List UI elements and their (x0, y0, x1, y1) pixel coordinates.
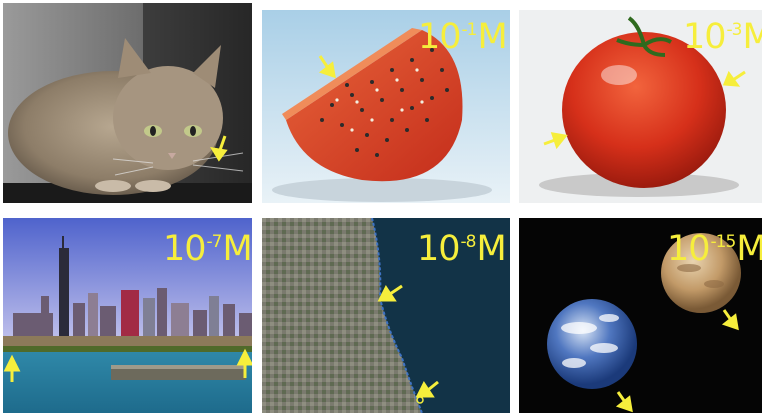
scale-label-base: 10 (418, 17, 462, 57)
scale-label-unit: M (742, 17, 762, 57)
scale-label: 10-8M (417, 229, 507, 269)
scale-label-unit: M (477, 17, 508, 57)
cat-photo-panel (3, 3, 252, 203)
chicago-satellite-photo-panel: 10-8M (262, 218, 510, 413)
tomato-slice-photo (262, 10, 510, 203)
chicago-skyline-photo (3, 218, 252, 413)
scale-label-unit: M (222, 229, 253, 269)
scale-label-unit: M (476, 229, 507, 269)
scale-label: 10-1M (418, 17, 508, 57)
scale-label-exponent: -7 (206, 232, 223, 252)
earth-and-mars-photo-panel: 10-15M (519, 218, 762, 413)
chicago-skyline-photo-panel: 10-7M (3, 218, 252, 413)
scale-label-base: 10 (163, 229, 207, 269)
scale-label-exponent: -15 (710, 232, 737, 252)
scale-label-base: 10 (667, 229, 711, 269)
tomato-photo (519, 10, 762, 203)
scale-label-base: 10 (417, 229, 461, 269)
tomato-photo-panel: 10-3M (519, 10, 762, 203)
scale-label-base: 10 (683, 17, 727, 57)
scale-label: 10-7M (163, 232, 252, 267)
tomato-slice-photo-panel: 10-1M (262, 10, 510, 203)
earth-and-mars-photo (519, 218, 762, 413)
scale-label-exponent: -8 (460, 232, 477, 252)
scale-label: 10-3M (683, 20, 762, 55)
scale-label-unit: M (736, 229, 762, 269)
cat-photo (3, 3, 252, 203)
scale-label: 10-15M (667, 232, 762, 267)
scale-label-exponent: -1 (461, 20, 478, 40)
scale-label-exponent: -3 (726, 20, 743, 40)
seed-dots (320, 48, 449, 157)
chicago-satellite-photo (262, 218, 510, 413)
